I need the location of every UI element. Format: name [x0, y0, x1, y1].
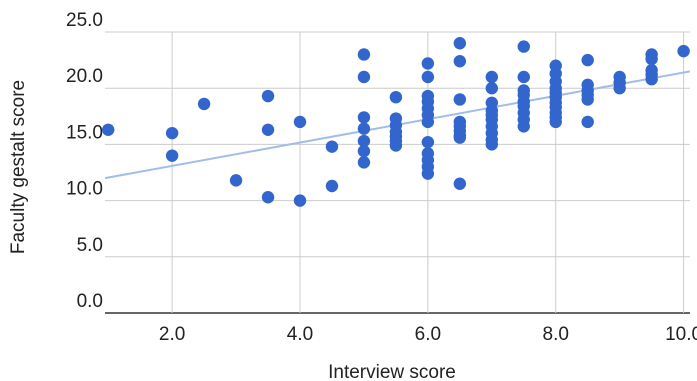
data-point — [229, 174, 243, 187]
data-point — [101, 123, 115, 136]
x-tick-label: 6.0 — [415, 324, 441, 345]
data-point — [421, 167, 435, 180]
data-point — [453, 131, 467, 144]
data-point — [645, 52, 658, 66]
data-point — [293, 194, 307, 207]
data-point — [517, 40, 530, 53]
data-point — [389, 90, 403, 104]
data-point — [261, 89, 275, 103]
data-point — [549, 115, 562, 129]
data-point — [421, 70, 435, 84]
x-tick-label: 8.0 — [543, 324, 569, 345]
point-layer — [101, 37, 690, 207]
data-point — [357, 144, 371, 158]
y-tick-label: 0.0 — [77, 291, 103, 312]
data-point — [453, 55, 467, 68]
data-point — [485, 138, 499, 151]
y-tick-label: 10.0 — [66, 179, 103, 200]
x-axis-title: Interview score — [328, 362, 456, 381]
data-point — [357, 48, 371, 61]
data-point — [357, 122, 371, 135]
y-tick-label: 5.0 — [77, 235, 103, 256]
data-point — [517, 70, 530, 84]
data-point — [613, 82, 626, 95]
x-tick-label: 2.0 — [159, 324, 185, 345]
data-point — [261, 123, 275, 136]
data-point — [165, 149, 179, 162]
data-point — [581, 53, 594, 67]
data-point — [677, 44, 690, 58]
grid-layer — [105, 31, 690, 314]
data-point — [325, 140, 339, 153]
data-point — [453, 37, 467, 50]
x-tick-label: 10.0 — [665, 324, 697, 345]
y-tick-label: 20.0 — [66, 66, 103, 87]
data-point — [357, 156, 371, 169]
data-point — [421, 57, 435, 70]
data-point — [261, 191, 275, 204]
data-point — [421, 115, 435, 129]
data-point — [197, 97, 211, 111]
y-tick-label: 25.0 — [66, 10, 103, 31]
data-point — [165, 126, 179, 140]
data-point — [389, 139, 403, 152]
data-point — [357, 134, 371, 148]
data-point — [485, 82, 499, 95]
data-point — [453, 93, 467, 106]
data-point — [293, 115, 307, 129]
data-point — [581, 115, 594, 129]
data-point — [645, 73, 658, 86]
data-point — [517, 120, 530, 133]
data-point — [485, 70, 499, 84]
data-point — [357, 111, 371, 124]
x-tick-label: 4.0 — [287, 324, 313, 345]
data-point — [421, 135, 435, 149]
y-tick-label: 15.0 — [66, 122, 103, 143]
data-point — [357, 70, 371, 84]
data-point — [581, 93, 594, 106]
data-point — [325, 179, 339, 193]
data-point — [453, 177, 467, 190]
tick-label-layer: 0.0 5.0 10.0 15.0 20.0 25.0 2.0 4.0 6.0 8.0 10.0 — [66, 10, 697, 345]
y-axis-title: Faculty gestalt score — [8, 80, 29, 254]
